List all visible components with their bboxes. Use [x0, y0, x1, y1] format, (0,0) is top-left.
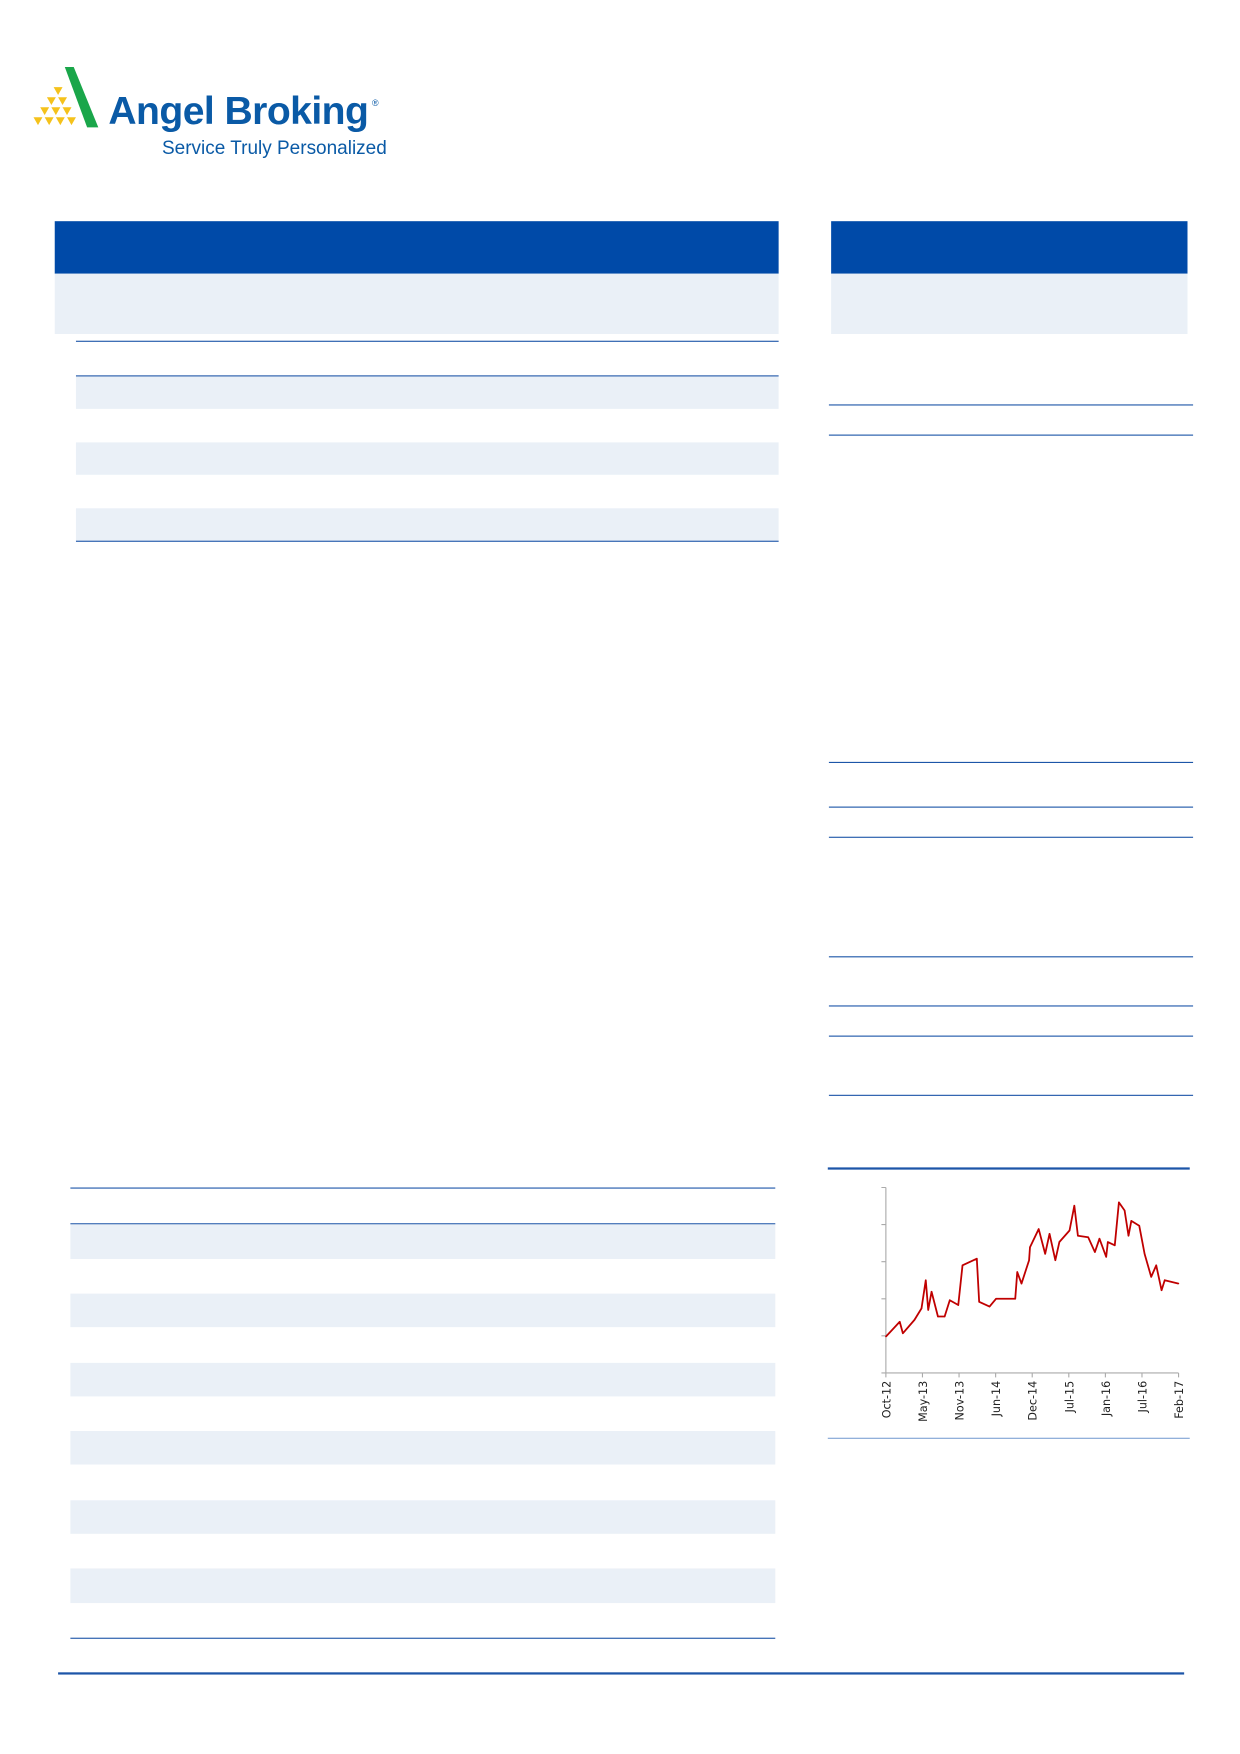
table-row: [70, 1224, 776, 1259]
x-tick-label: Nov-13: [954, 1381, 967, 1421]
data-point: [1138, 1225, 1140, 1227]
data-point: [949, 1299, 951, 1301]
data-point: [1160, 1289, 1163, 1291]
data-point: [961, 1264, 964, 1267]
logo-name: Angel Broking: [108, 89, 369, 133]
data-point: [1105, 1256, 1107, 1258]
data-point: [1077, 1235, 1079, 1237]
data-point: [1054, 1259, 1056, 1261]
x-tick-label: Jul-15: [1063, 1381, 1076, 1414]
data-point: [1123, 1209, 1126, 1212]
logo-tagline: Service Truly Personalized: [161, 137, 387, 159]
x-tick-label: May-13: [917, 1381, 930, 1422]
data-point: [1028, 1259, 1030, 1261]
data-point: [930, 1291, 933, 1293]
logo-registered-mark: ®: [372, 98, 379, 109]
data-point: [1150, 1276, 1152, 1278]
data-point: [1020, 1282, 1023, 1285]
x-tick-label: Jul-16: [1136, 1381, 1149, 1414]
data-point: [1177, 1282, 1180, 1285]
data-point: [927, 1309, 929, 1311]
data-point: [913, 1319, 916, 1321]
data-point: [902, 1332, 904, 1334]
table-row: [70, 1362, 776, 1397]
table-row: [75, 442, 779, 475]
x-tick-label: Jan-16: [1100, 1381, 1113, 1417]
data-point: [988, 1305, 991, 1308]
logo-triangle-icon: [33, 67, 99, 128]
data-point: [1073, 1205, 1076, 1207]
x-tick-label: Oct-12: [880, 1381, 893, 1419]
data-point: [1155, 1264, 1157, 1267]
x-tick-label: Jun-14: [990, 1381, 1003, 1418]
table-row: [75, 508, 779, 541]
data-point: [1164, 1279, 1166, 1281]
table-row: [70, 1293, 776, 1328]
data-point: [1118, 1201, 1120, 1204]
price-chart: Oct-12 May-13 Nov-13 Jun-14 Dec-14 Jul-15 Jan-…: [880, 1186, 1186, 1422]
data-point: [1038, 1228, 1040, 1230]
data-point: [920, 1307, 923, 1310]
table-row: [75, 376, 779, 409]
x-tick-label: Feb-17: [1173, 1381, 1186, 1419]
data-point: [1130, 1220, 1132, 1222]
data-point: [1014, 1298, 1016, 1300]
price-line: [885, 1201, 1179, 1338]
data-point: [1127, 1235, 1130, 1237]
data-point: [943, 1315, 946, 1318]
footer-rule: [58, 1672, 1185, 1675]
data-point: [995, 1298, 997, 1300]
data-point: [885, 1335, 887, 1338]
sidebar-header-bar: [831, 221, 1188, 274]
data-point: [1068, 1229, 1071, 1232]
data-point: [1094, 1251, 1096, 1253]
table-row: [70, 1568, 776, 1604]
data-point: [1029, 1246, 1031, 1248]
main-header-band: [54, 273, 779, 335]
x-tick-label: Dec-14: [1027, 1381, 1040, 1421]
data-point: [1114, 1244, 1116, 1247]
table-row: [70, 1500, 776, 1534]
data-point: [1087, 1236, 1089, 1238]
data-point: [957, 1304, 959, 1306]
main-header-bar: [54, 221, 779, 274]
data-point: [978, 1301, 980, 1303]
data-point: [1016, 1271, 1018, 1273]
table-row: [70, 1431, 776, 1465]
data-point: [1098, 1238, 1101, 1240]
data-point: [976, 1258, 978, 1260]
data-point: [899, 1321, 901, 1323]
data-point: [937, 1315, 939, 1318]
data-point: [1044, 1253, 1046, 1255]
data-point: [1048, 1233, 1051, 1235]
data-point: [925, 1279, 927, 1281]
data-point: [1107, 1241, 1109, 1243]
data-point: [1058, 1241, 1061, 1243]
sidebar-header-band: [831, 273, 1188, 335]
data-point: [1143, 1253, 1146, 1255]
